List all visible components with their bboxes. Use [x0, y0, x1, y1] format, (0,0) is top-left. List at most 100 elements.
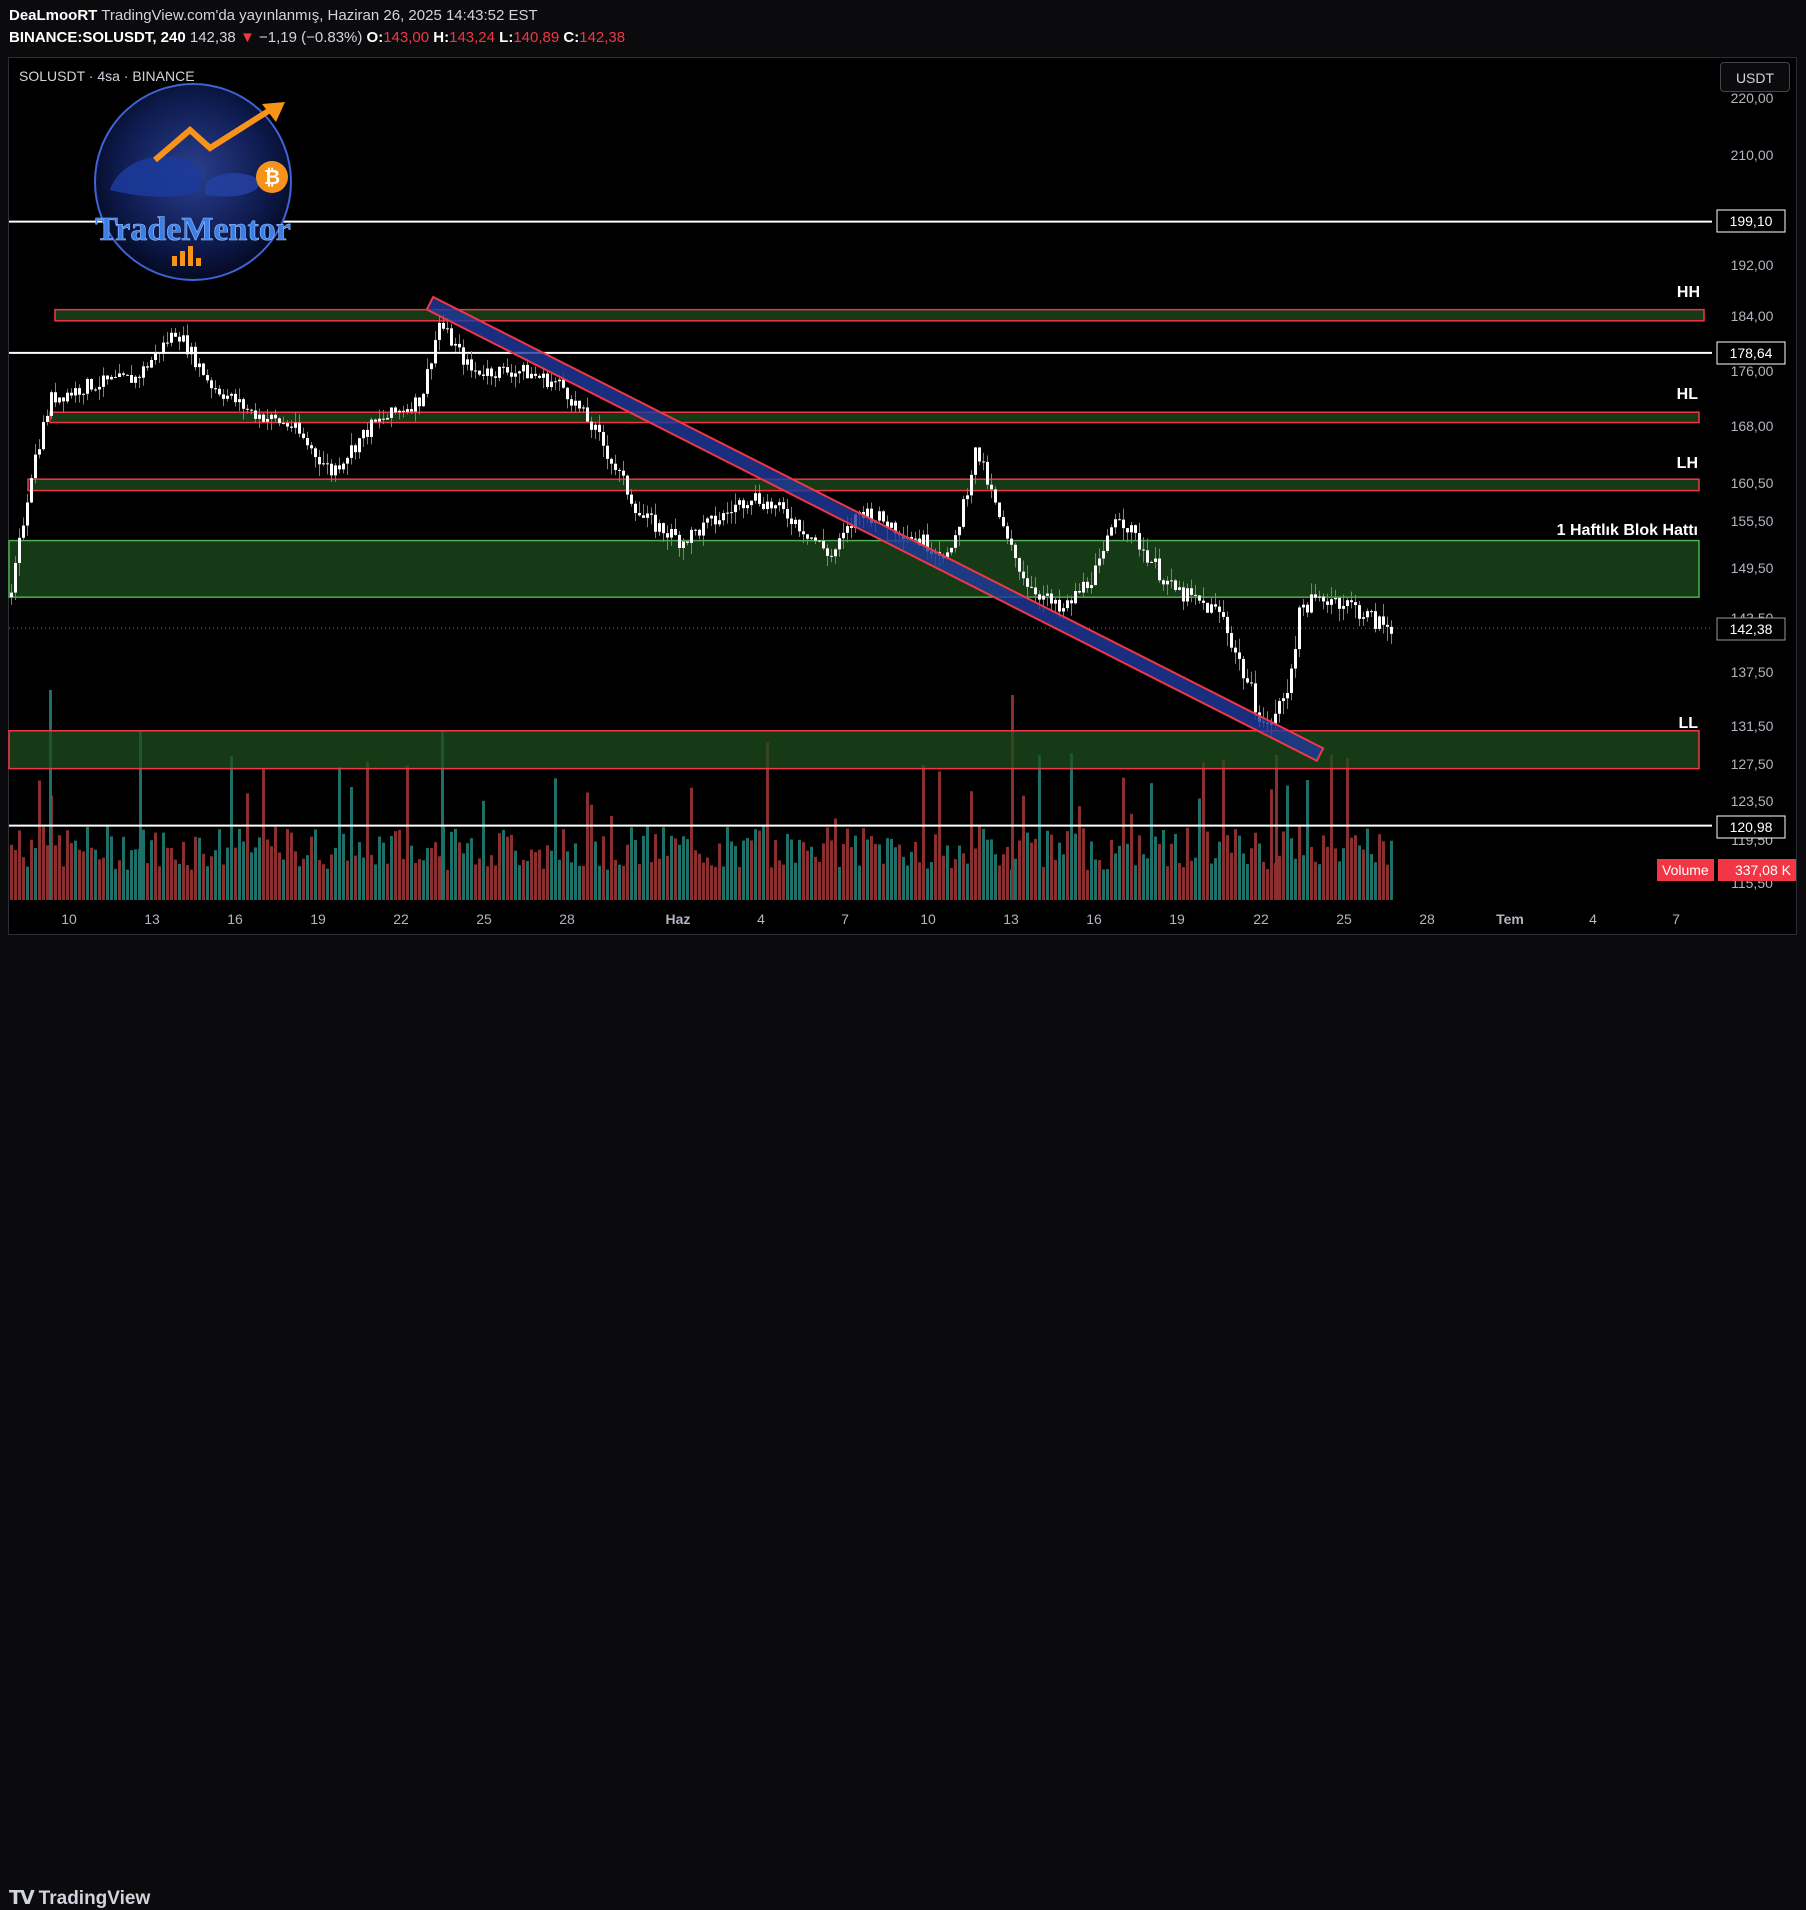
volume-bar: [1302, 855, 1305, 900]
volume-bar: [1286, 785, 1289, 900]
candle-down: [918, 538, 921, 546]
volume-bar: [430, 848, 433, 900]
volume-bar: [1166, 866, 1169, 900]
volume-bar: [1186, 827, 1189, 900]
volume-bar: [49, 690, 52, 900]
candle-up: [342, 463, 345, 470]
volume-bar: [586, 792, 589, 900]
volume-bar: [162, 832, 165, 900]
author-name[interactable]: DeaLmooRT: [9, 7, 98, 24]
volume-bar: [898, 844, 901, 900]
volume-bar: [734, 846, 737, 900]
volume-bar: [918, 862, 921, 900]
downtrend-channel[interactable]: [425, 295, 1325, 763]
candle-up: [334, 465, 337, 476]
volume-bar: [546, 845, 549, 900]
candle-up: [754, 493, 757, 501]
logo-text: TradeMentor: [95, 211, 291, 248]
volume-bar: [342, 833, 345, 900]
chart-pane[interactable]: [8, 57, 1797, 935]
volume-bar: [886, 838, 889, 900]
candle-down: [286, 422, 289, 427]
volume-bar: [1026, 832, 1029, 900]
volume-bar: [710, 865, 713, 900]
tradingview-logo[interactable]: ⁠𝗧𝗩 TradingView: [9, 1887, 150, 1910]
candle-down: [698, 529, 701, 536]
currency-button[interactable]: USDT: [1720, 62, 1790, 92]
volume-bar: [18, 830, 21, 900]
chart-header: DeaLmooRT TradingView.com'da yayınlanmış…: [0, 0, 1806, 52]
candle-down: [1142, 549, 1145, 551]
candle-down: [1174, 580, 1177, 590]
volume-bar: [210, 856, 213, 900]
candle-down: [654, 514, 657, 532]
candle-down: [174, 332, 177, 337]
candle-up: [386, 417, 389, 420]
candle-up: [390, 407, 393, 418]
volume-bar: [826, 827, 829, 900]
candle-down: [1230, 633, 1233, 648]
volume-bar: [1378, 834, 1381, 900]
volume-bar: [334, 847, 337, 900]
price-tick: 149,50: [1731, 560, 1774, 576]
volume-bar: [266, 839, 269, 900]
candle-up: [922, 534, 925, 546]
candle-down: [1382, 616, 1385, 625]
zone-5: [8, 730, 1700, 770]
candle-up: [1074, 591, 1077, 604]
volume-bar: [642, 835, 645, 900]
volume-bar: [1206, 831, 1209, 900]
volume-bar: [358, 842, 361, 900]
volume-bar: [1290, 838, 1293, 900]
candle-up: [26, 502, 29, 526]
volume-bar: [506, 836, 509, 900]
candle-down: [482, 374, 485, 376]
candle-down: [1214, 604, 1217, 607]
time-axis[interactable]: 10 13 16 19 22 25 28 Haz 4 7 10 13 16 19 22 25 28 Tem 4 7: [61, 911, 1680, 927]
candle-down: [1146, 550, 1149, 563]
volume-bar: [698, 853, 701, 900]
volume-bar: [870, 836, 873, 900]
candle-up: [18, 537, 21, 564]
volume-bar: [402, 859, 405, 900]
volume-bar: [1158, 843, 1161, 900]
price-chart[interactable]: ₿ TradeMentor HH HL LH 1 Haftlık Blok Hattı…: [0, 0, 1806, 940]
volume-bar: [922, 764, 925, 900]
volume-bar: [1102, 869, 1105, 900]
volume-bar: [778, 860, 781, 900]
volume-bar: [1282, 831, 1285, 900]
candle-up: [406, 409, 409, 412]
volume-bar: [950, 867, 953, 900]
volume-bar: [1354, 835, 1357, 900]
volume-bar: [1275, 755, 1278, 900]
candle-down: [526, 364, 529, 379]
candle-down: [318, 456, 321, 465]
volume-bar: [754, 829, 757, 900]
volume-bar: [858, 865, 861, 900]
price-axis[interactable]: 220,00 210,00 192,00 184,00 176,00 168,00 160,…: [1716, 90, 1786, 891]
volume-bar: [1390, 840, 1393, 900]
volume-bar: [486, 866, 489, 900]
volume-bar: [1070, 753, 1073, 900]
candle-down: [1022, 571, 1025, 579]
candle-up: [426, 369, 429, 394]
zone-2: [49, 411, 1700, 424]
candle-down: [1086, 581, 1089, 589]
candle-up: [466, 359, 469, 365]
candle-up: [1282, 698, 1285, 702]
volume-bar: [1174, 833, 1177, 900]
zone-label: LH: [1677, 455, 1698, 472]
volume-bar: [306, 855, 309, 900]
volume-bar: [414, 862, 417, 900]
price-tick: 176,00: [1731, 363, 1774, 379]
volume-bar: [1182, 867, 1185, 900]
candle-down: [1386, 624, 1389, 627]
candle-up: [842, 532, 845, 539]
candle-down: [590, 421, 593, 430]
volume-bar: [502, 829, 505, 900]
candle-down: [474, 370, 477, 372]
volume-bar: [214, 850, 217, 900]
candle-up: [734, 504, 737, 513]
price-tick: 131,50: [1731, 718, 1774, 734]
candle-down: [290, 426, 293, 428]
